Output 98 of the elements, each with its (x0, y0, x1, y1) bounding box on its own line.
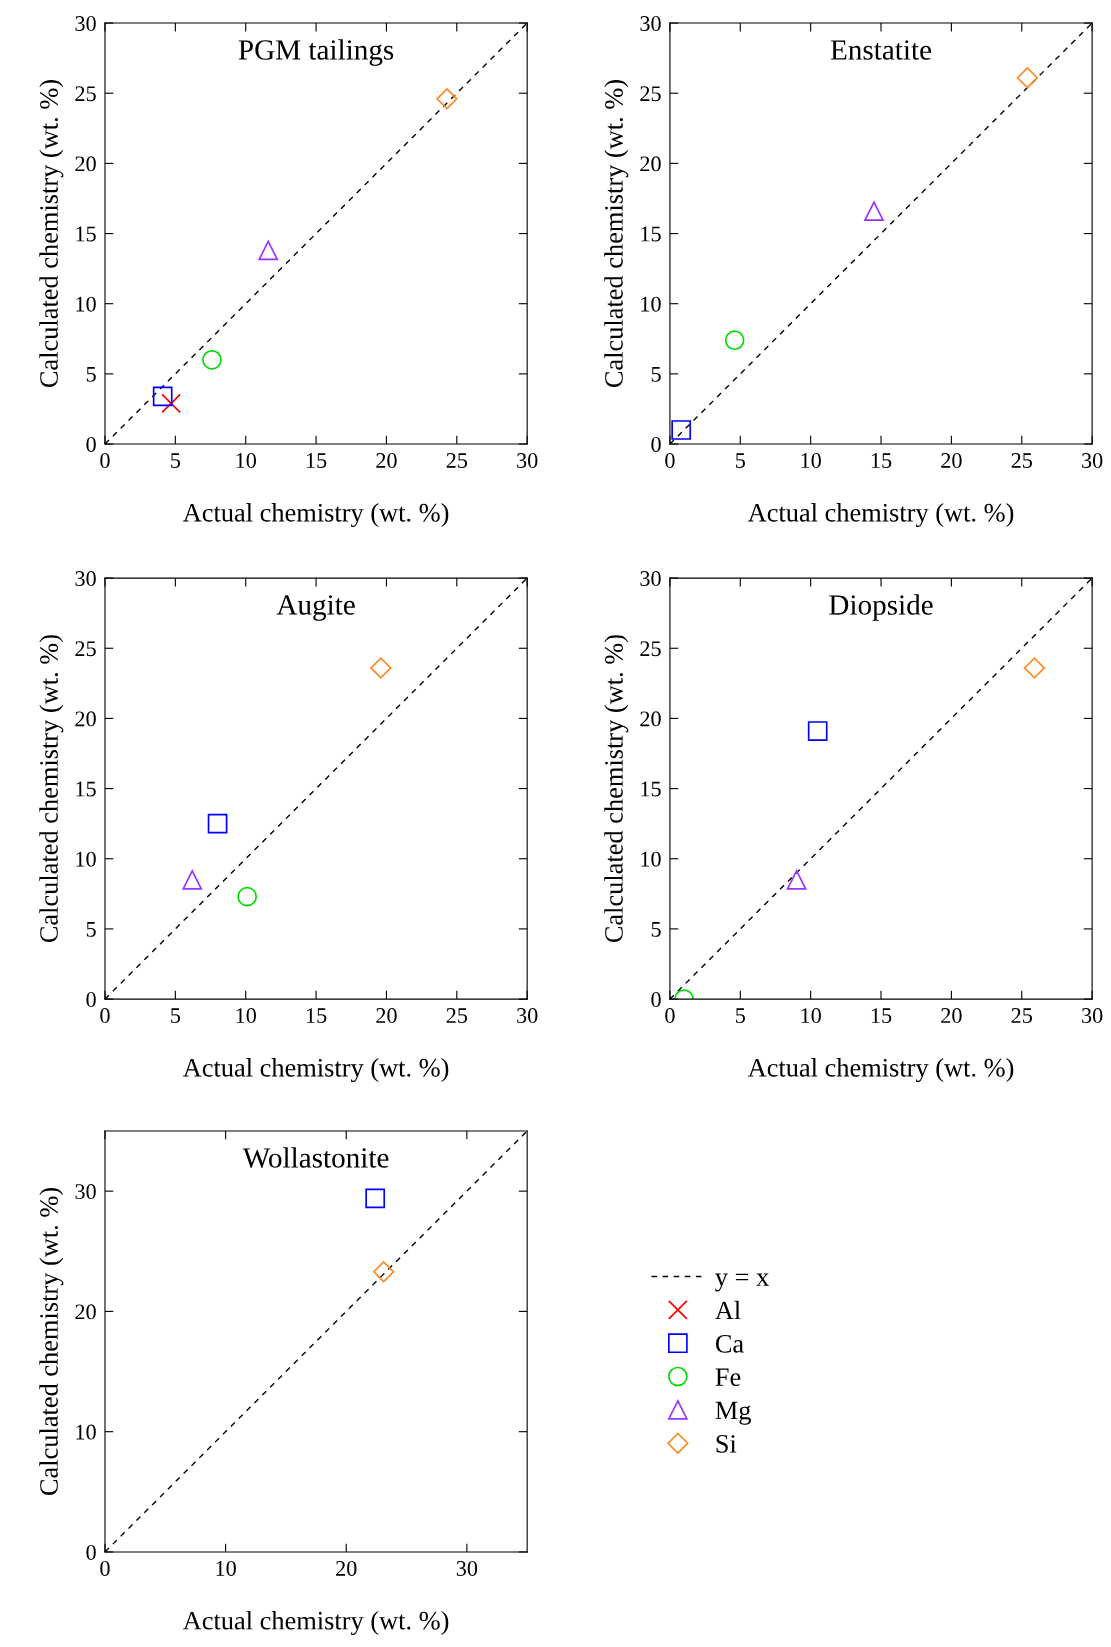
y-tick-label: 5 (86, 922, 96, 937)
text: Augite (276, 595, 355, 621)
chart-title: Enstatite (830, 40, 932, 60)
y-axis-title: Calculated chemistry (wt. %) (604, 635, 629, 943)
y-tick-label: 10 (76, 851, 96, 867)
x-tick-label: 25 (446, 1008, 468, 1024)
x-tick-label: 30 (517, 1008, 538, 1024)
x-tick-label: 15 (871, 1008, 892, 1024)
y-axis-title: Calculated chemistry (wt. %) (604, 80, 629, 388)
y-tick-label: 25 (640, 641, 661, 657)
legend-label: Si (716, 1435, 737, 1453)
x-tick-label: 5 (171, 453, 181, 468)
y-tick-label: 0 (86, 1544, 96, 1560)
x-tick-label: 0 (665, 1008, 675, 1024)
y-tick-label: 25 (75, 86, 96, 102)
x-tick-label: 5 (736, 1008, 745, 1024)
y-tick-label: 20 (75, 1304, 96, 1320)
y-tick-label: 20 (75, 156, 96, 172)
point (436, 88, 458, 110)
y-tick-label: 25 (640, 86, 661, 102)
point (161, 393, 181, 414)
x-axis-title: Actual chemistry (wt. %) (182, 1611, 449, 1636)
point (207, 813, 228, 834)
y-tick-label: 15 (76, 226, 96, 242)
y-tick-label: 20 (640, 711, 661, 727)
y-tick-label: 25 (75, 641, 96, 657)
point (370, 657, 392, 679)
x-tick-label: 25 (446, 453, 468, 468)
y-tick-label: 0 (651, 436, 661, 452)
y-axis-title: Calculated chemistry (wt. %) (39, 80, 64, 388)
x-tick-label: 20 (336, 1560, 357, 1576)
point (258, 240, 279, 261)
point (182, 869, 203, 890)
y-tick-label: 30 (640, 15, 661, 31)
x-axis-title: Actual chemistry (wt. %) (747, 503, 1014, 528)
x-tick-label: 30 (1082, 1008, 1103, 1024)
y-tick-label: 30 (75, 1184, 96, 1200)
x-tick-label: 30 (1082, 453, 1103, 468)
point (724, 330, 745, 351)
y-tick-label: 5 (86, 367, 96, 382)
y-tick-label: 10 (76, 1424, 96, 1440)
y-tick-label: 0 (86, 436, 96, 452)
legend-label: Ca (715, 1334, 744, 1353)
x-tick-label: 15 (306, 453, 327, 468)
y-tick-label: 15 (641, 226, 661, 242)
y-tick-label: 5 (651, 922, 661, 937)
x-tick-label: 10 (801, 453, 821, 468)
chart-title: Wollastonite (242, 1147, 389, 1168)
x-axis-title: Actual chemistry (wt. %) (182, 503, 449, 528)
y-tick-label: 30 (75, 571, 96, 587)
point (1016, 67, 1039, 89)
legend-label: Al (715, 1300, 741, 1320)
y-tick-label: 30 (75, 15, 96, 31)
y-axis-title: Calculated chemistry (wt. %) (39, 1188, 64, 1496)
x-axis-title: Actual chemistry (wt. %) (182, 1058, 449, 1083)
x-axis-title: Actual chemistry (wt. %) (747, 1058, 1014, 1083)
x-tick-label: 5 (171, 1008, 181, 1024)
point (152, 386, 173, 407)
legend-label: Fe (715, 1368, 741, 1387)
x-tick-label: 20 (376, 453, 397, 468)
x-tick-label: 15 (306, 1008, 327, 1024)
x-tick-label: 30 (517, 453, 538, 468)
point (864, 201, 884, 221)
y-tick-label: 20 (640, 156, 661, 172)
x-tick-label: 10 (801, 1008, 821, 1024)
x-tick-label: 10 (216, 1560, 236, 1576)
x-tick-label: 10 (236, 1008, 256, 1024)
y-tick-label: 0 (86, 992, 96, 1007)
x-tick-label: 0 (100, 1560, 110, 1576)
y-tick-label: 10 (641, 296, 661, 312)
y-tick-label: 30 (640, 571, 661, 587)
point (671, 420, 692, 440)
legend-label: y = x (715, 1273, 769, 1292)
y-tick-label: 10 (76, 296, 96, 312)
y-tick-label: 0 (651, 992, 661, 1007)
legend-label: Mg (715, 1401, 751, 1425)
x-tick-label: 20 (941, 453, 962, 468)
x-tick-label: 25 (1011, 453, 1032, 468)
point (237, 886, 257, 907)
x-tick-label: 0 (100, 1008, 110, 1024)
x-tick-label: 15 (871, 453, 892, 468)
y-tick-label: 20 (75, 711, 96, 727)
y-tick-label: 15 (76, 781, 96, 797)
x-tick-label: 20 (376, 1008, 397, 1024)
y-axis-title: Calculated chemistry (wt. %) (39, 635, 64, 943)
point (202, 349, 222, 370)
x-tick-label: 10 (236, 453, 256, 468)
x-tick-label: 0 (100, 453, 110, 468)
x-tick-label: 30 (456, 1560, 478, 1576)
text: Diopside (829, 594, 933, 621)
y-tick-label: 5 (651, 367, 661, 382)
y-tick-label: 15 (641, 781, 661, 797)
text: PGM tailings (238, 39, 394, 66)
x-tick-label: 20 (941, 1008, 962, 1024)
x-tick-label: 25 (1011, 1008, 1032, 1024)
x-tick-label: 0 (665, 453, 675, 468)
x-tick-label: 5 (736, 453, 745, 468)
y-tick-label: 10 (641, 851, 661, 867)
